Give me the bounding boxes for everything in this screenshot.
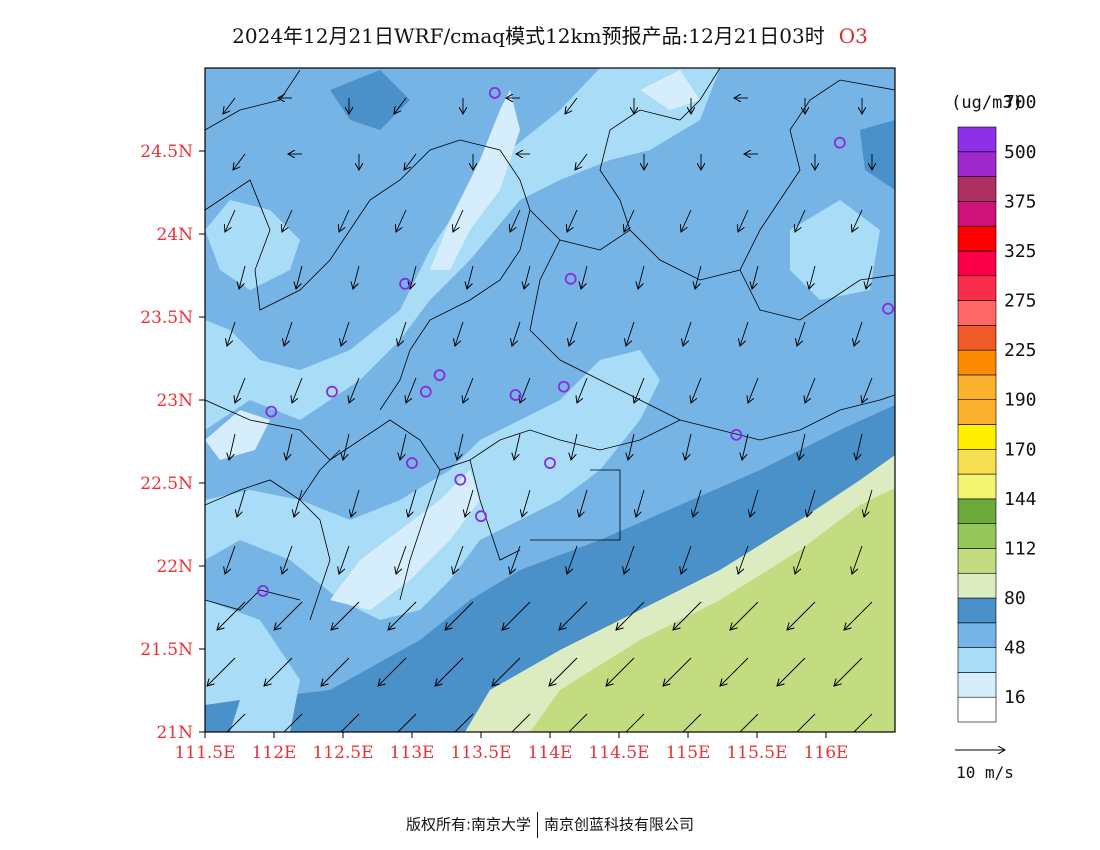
lat-tick-label: 21N xyxy=(156,723,193,743)
lat-tick-label: 23N xyxy=(156,391,193,411)
concentration-field xyxy=(205,68,895,742)
lat-tick-label: 24N xyxy=(156,225,193,245)
copyright: 版权所有:南京大学 南京创蓝科技有限公司 xyxy=(0,812,1100,838)
colorbar-label: 700 xyxy=(1004,92,1037,113)
colorbar-label: 375 xyxy=(1004,191,1037,212)
lat-tick-label: 22N xyxy=(156,557,193,577)
vector-legend-label: 10 m/s xyxy=(956,763,1014,782)
lon-tick-label: 113.5E xyxy=(450,743,511,763)
colorbar-label: 500 xyxy=(1004,142,1037,163)
lon-tick-label: 113E xyxy=(390,743,435,763)
colorbar-swatch xyxy=(958,177,996,202)
colorbar-label: 112 xyxy=(1004,538,1037,559)
colorbar-swatch xyxy=(958,548,996,573)
vector-legend: 10 m/s xyxy=(955,750,1014,782)
lat-tick-label: 22.5N xyxy=(140,474,193,494)
colorbar-label: 48 xyxy=(1004,638,1026,659)
colorbar-swatch xyxy=(958,648,996,673)
colorbar-label: 170 xyxy=(1004,439,1037,460)
lat-tick-label: 21.5N xyxy=(140,640,193,660)
colorbar-swatch xyxy=(958,152,996,177)
colorbar-label: 80 xyxy=(1004,588,1026,609)
colorbar-label: 225 xyxy=(1004,340,1037,361)
colorbar-swatch xyxy=(958,201,996,226)
colorbar-label: 16 xyxy=(1004,687,1026,708)
lon-tick-label: 116E xyxy=(804,743,849,763)
copyright-divider xyxy=(537,812,538,838)
lon-tick-label: 111.5E xyxy=(174,743,235,763)
copyright-right: 南京创蓝科技有限公司 xyxy=(544,816,694,834)
latitude-axis: 21N 21.5N 22N 22.5N 23N 23.5N 24N 24.5N xyxy=(140,142,205,743)
colorbar-swatch xyxy=(958,375,996,400)
colorbar-swatch xyxy=(958,276,996,301)
colorbar-swatch xyxy=(958,325,996,350)
lon-tick-label: 115E xyxy=(666,743,711,763)
copyright-left: 版权所有:南京大学 xyxy=(406,816,531,834)
colorbar-swatch xyxy=(958,524,996,549)
lat-tick-label: 24.5N xyxy=(140,142,193,162)
lon-tick-label: 112.5E xyxy=(312,743,373,763)
colorbar-swatch xyxy=(958,127,996,152)
colorbar-swatch xyxy=(958,301,996,326)
colorbar-swatch xyxy=(958,672,996,697)
lon-tick-label: 112E xyxy=(252,743,297,763)
colorbar-swatch xyxy=(958,226,996,251)
longitude-axis: 111.5E 112E 112.5E 113E 113.5E 114E 114.5E 115E… xyxy=(174,732,848,763)
colorbar-swatch xyxy=(958,697,996,722)
colorbar-swatch xyxy=(958,425,996,450)
colorbar-label: 144 xyxy=(1004,489,1037,510)
colorbar-swatch xyxy=(958,350,996,375)
lon-tick-label: 114.5E xyxy=(588,743,649,763)
colorbar: 16 48 80 112 144 170 190 225 275 325 375 500 700 xyxy=(958,92,1037,722)
colorbar-swatch xyxy=(958,598,996,623)
colorbar-swatch xyxy=(958,573,996,598)
colorbar-swatch xyxy=(958,251,996,276)
colorbar-swatch xyxy=(958,623,996,648)
colorbar-label: 190 xyxy=(1004,390,1037,411)
lon-tick-label: 115.5E xyxy=(726,743,787,763)
colorbar-swatch xyxy=(958,499,996,524)
colorbar-swatch xyxy=(958,400,996,425)
lat-tick-label: 23.5N xyxy=(140,308,193,328)
lon-tick-label: 114E xyxy=(528,743,573,763)
colorbar-label: 325 xyxy=(1004,241,1037,262)
colorbar-swatch xyxy=(958,474,996,499)
colorbar-label: 275 xyxy=(1004,291,1037,312)
colorbar-swatch xyxy=(958,449,996,474)
